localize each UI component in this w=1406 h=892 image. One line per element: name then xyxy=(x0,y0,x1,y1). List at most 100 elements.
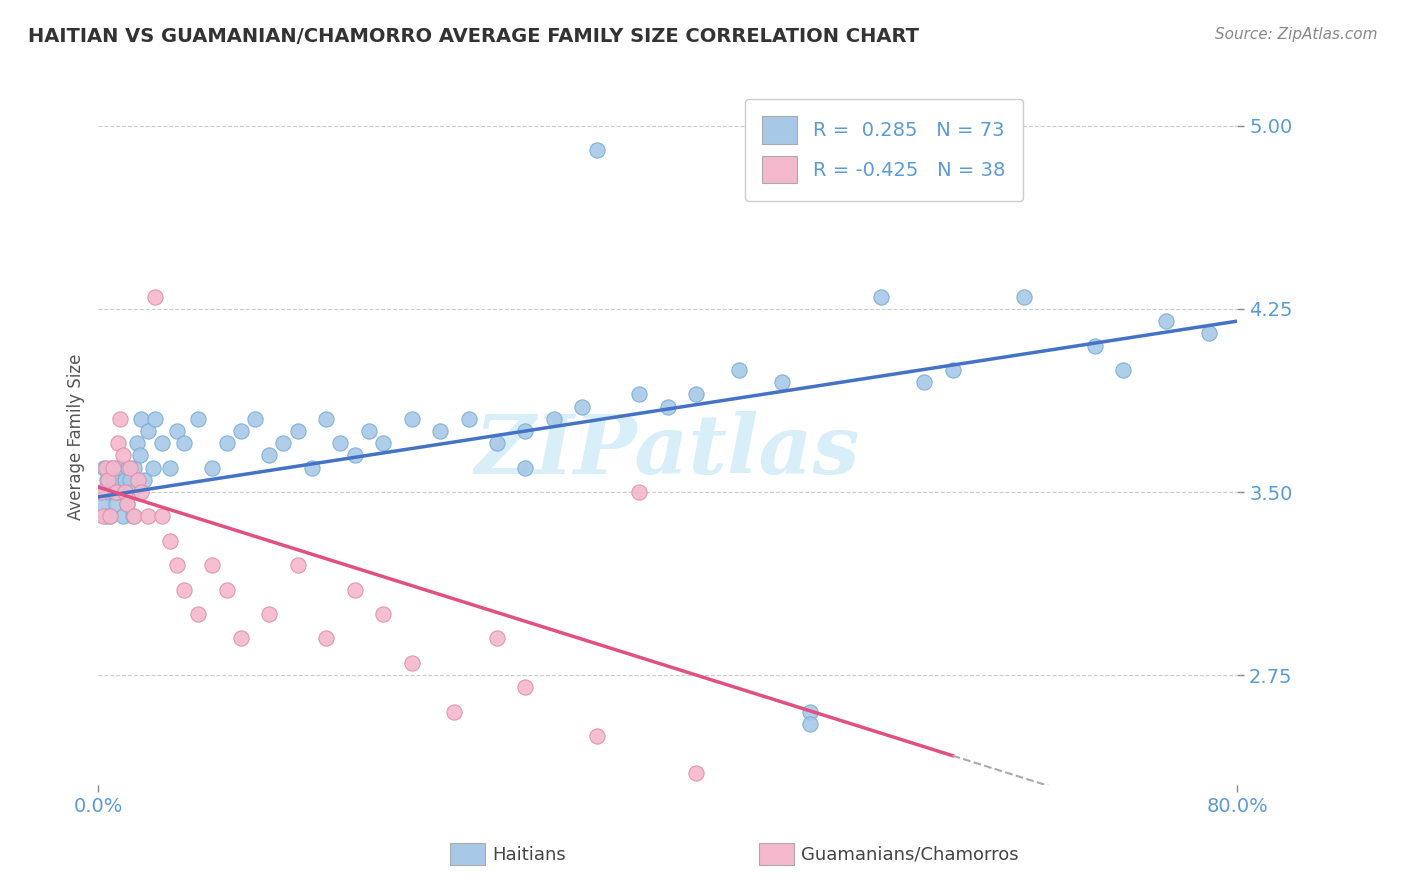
Point xyxy=(401,411,423,425)
Point xyxy=(1154,314,1177,328)
Point xyxy=(486,632,509,646)
Point xyxy=(371,436,394,450)
Point xyxy=(187,607,209,621)
Point xyxy=(129,411,152,425)
Point xyxy=(201,460,224,475)
Point xyxy=(229,632,252,646)
Point xyxy=(121,509,143,524)
Point xyxy=(343,582,366,597)
Point xyxy=(770,375,793,389)
Point xyxy=(166,424,188,438)
Point xyxy=(259,607,281,621)
Point xyxy=(97,473,120,487)
Point xyxy=(515,460,537,475)
Point xyxy=(98,509,121,524)
Point xyxy=(136,509,159,524)
Point xyxy=(273,436,295,450)
Text: Guamanians/Chamorros: Guamanians/Chamorros xyxy=(801,846,1019,863)
Point xyxy=(287,558,309,573)
Point xyxy=(515,681,537,695)
Point xyxy=(145,290,167,304)
Point xyxy=(100,460,122,475)
Point xyxy=(912,375,935,389)
Point xyxy=(287,424,309,438)
Point xyxy=(799,717,821,731)
Point xyxy=(728,363,751,377)
Point xyxy=(115,497,138,511)
Point xyxy=(101,473,124,487)
Point xyxy=(129,485,152,500)
Point xyxy=(657,400,679,414)
Point xyxy=(117,460,139,475)
Point xyxy=(229,424,252,438)
Point xyxy=(1198,326,1220,341)
Point xyxy=(104,497,127,511)
Point xyxy=(136,424,159,438)
Point xyxy=(93,460,115,475)
Point xyxy=(159,460,181,475)
Text: ZIPatlas: ZIPatlas xyxy=(475,411,860,491)
Point xyxy=(173,582,195,597)
Point xyxy=(152,509,174,524)
Point xyxy=(122,509,145,524)
Point xyxy=(685,387,707,401)
Point xyxy=(103,485,125,500)
Point xyxy=(371,607,394,621)
Point xyxy=(543,411,565,425)
Point xyxy=(571,400,593,414)
Point xyxy=(215,582,238,597)
Point xyxy=(101,460,124,475)
Text: Haitians: Haitians xyxy=(492,846,565,863)
Point xyxy=(104,485,127,500)
Point xyxy=(942,363,965,377)
Point xyxy=(108,473,131,487)
Point xyxy=(107,436,129,450)
Point xyxy=(585,143,607,157)
Point xyxy=(111,449,134,463)
Point xyxy=(343,449,366,463)
Point xyxy=(1112,363,1135,377)
Point xyxy=(125,436,148,450)
Point xyxy=(98,509,121,524)
Point xyxy=(132,473,155,487)
Point xyxy=(315,632,337,646)
Point xyxy=(628,387,651,401)
Text: HAITIAN VS GUAMANIAN/CHAMORRO AVERAGE FAMILY SIZE CORRELATION CHART: HAITIAN VS GUAMANIAN/CHAMORRO AVERAGE FA… xyxy=(28,27,920,45)
Point xyxy=(112,485,135,500)
Point xyxy=(114,485,136,500)
Point xyxy=(111,509,134,524)
Point xyxy=(585,729,607,743)
Point xyxy=(118,460,141,475)
Point xyxy=(401,656,423,670)
Point xyxy=(145,411,167,425)
Point xyxy=(94,509,117,524)
Y-axis label: Average Family Size: Average Family Size xyxy=(66,354,84,520)
Point xyxy=(315,411,337,425)
Point xyxy=(97,485,120,500)
Point xyxy=(166,558,188,573)
Point xyxy=(870,290,893,304)
Point xyxy=(443,705,465,719)
Point xyxy=(259,449,281,463)
Point xyxy=(90,485,112,500)
Point xyxy=(91,509,114,524)
Point xyxy=(115,497,138,511)
Point xyxy=(215,436,238,450)
Point xyxy=(1084,338,1107,352)
Point xyxy=(96,473,118,487)
Point xyxy=(159,533,181,548)
Point xyxy=(187,411,209,425)
Point xyxy=(114,473,136,487)
Legend: R =  0.285   N = 73, R = -0.425   N = 38: R = 0.285 N = 73, R = -0.425 N = 38 xyxy=(745,99,1022,201)
Point xyxy=(457,411,479,425)
Point xyxy=(201,558,224,573)
Point xyxy=(127,473,149,487)
Point xyxy=(1012,290,1035,304)
Point xyxy=(122,460,145,475)
Point xyxy=(357,424,380,438)
Point xyxy=(429,424,451,438)
Point xyxy=(799,705,821,719)
Text: Source: ZipAtlas.com: Source: ZipAtlas.com xyxy=(1215,27,1378,42)
Point xyxy=(94,460,117,475)
Point xyxy=(685,765,707,780)
